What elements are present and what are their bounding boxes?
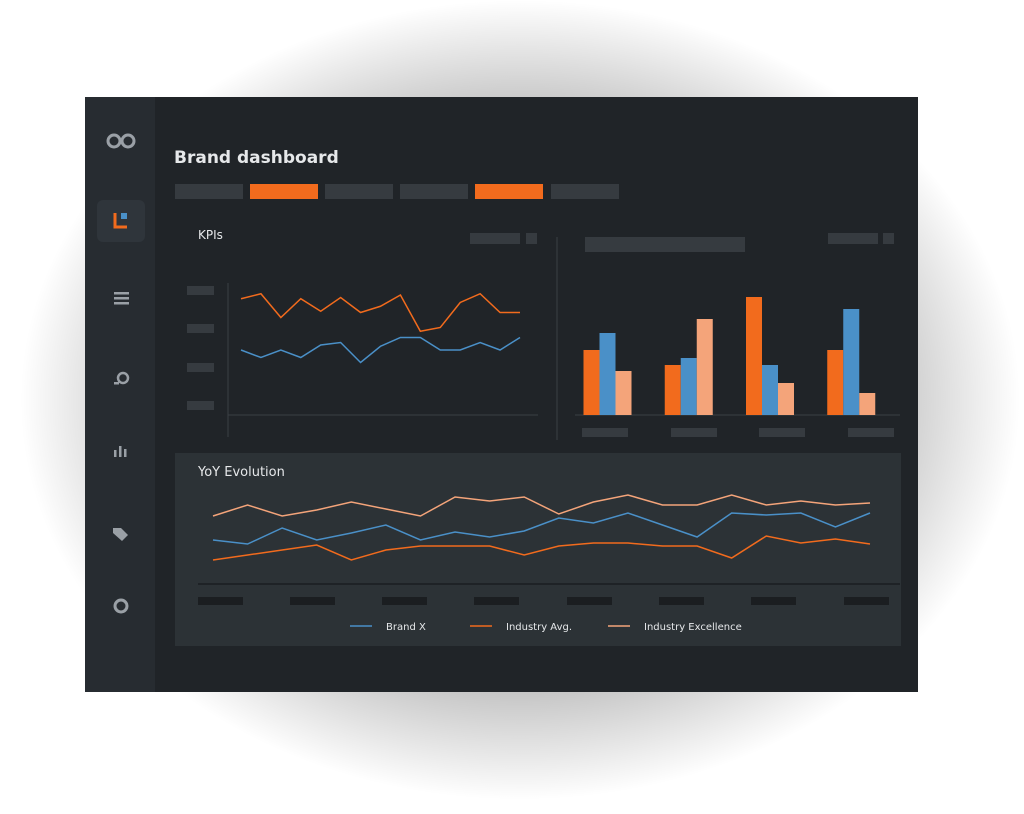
- tabs[interactable]: [175, 184, 619, 199]
- nav-icon: [121, 213, 127, 219]
- x-placeholders: [198, 597, 889, 605]
- nav-active[interactable]: [97, 200, 145, 242]
- line: [240, 336, 521, 364]
- bar: [664, 365, 681, 415]
- kpi-title: KPIs: [198, 228, 223, 242]
- legend-label: Brand X: [386, 622, 426, 633]
- page-title: Brand dashboard: [174, 148, 339, 168]
- logo: [106, 133, 136, 149]
- line: [212, 494, 871, 517]
- legend-label: Industry Excellence: [644, 622, 742, 633]
- nav-icon: [113, 213, 127, 229]
- bar: [827, 350, 844, 415]
- bar: [615, 371, 632, 415]
- bar: [746, 297, 762, 415]
- line: [212, 535, 871, 561]
- bar: [680, 358, 697, 415]
- line: [212, 512, 871, 545]
- bar: [762, 365, 778, 415]
- bar: [583, 350, 600, 415]
- placeholders: [187, 233, 894, 437]
- sidebar: [85, 97, 155, 692]
- bar: [859, 393, 876, 415]
- bar: [843, 309, 860, 415]
- yoy-title: YoY Evolution: [197, 465, 285, 480]
- yoy-panel: [175, 453, 901, 646]
- bar: [599, 333, 616, 415]
- nav-icons[interactable]: [113, 292, 130, 614]
- bar: [778, 383, 794, 415]
- line: [240, 292, 520, 333]
- bar: [696, 319, 713, 415]
- legend-label: Industry Avg.: [506, 622, 572, 633]
